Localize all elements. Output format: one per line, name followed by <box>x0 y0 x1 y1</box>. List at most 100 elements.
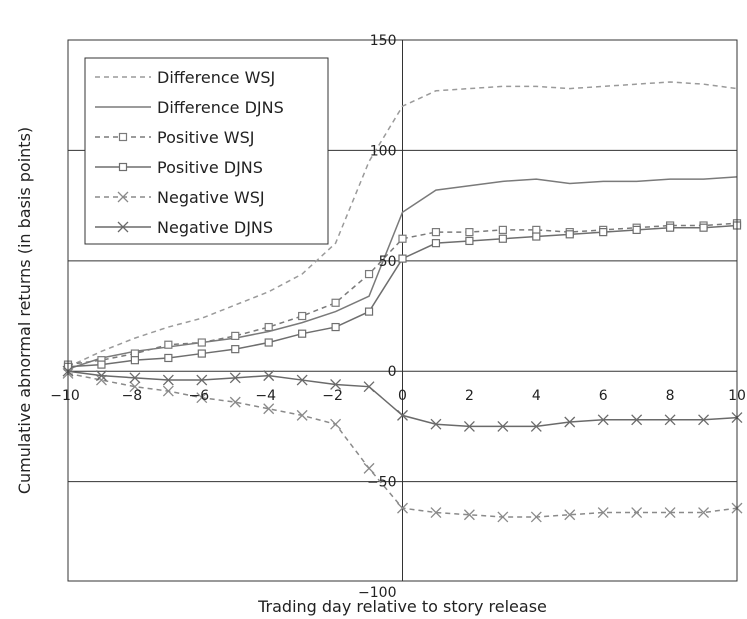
y-tick-label: 100 <box>370 143 397 159</box>
data-point <box>363 381 375 393</box>
x-tick-label: −2 <box>322 388 343 404</box>
data-point <box>565 230 574 239</box>
data-point <box>398 254 407 263</box>
data-point <box>364 269 374 279</box>
data-point <box>497 420 509 432</box>
data-point <box>162 374 174 386</box>
data-point <box>498 225 507 235</box>
y-tick-label: 0 <box>388 364 397 380</box>
data-point <box>664 507 676 519</box>
data-point <box>196 374 208 386</box>
data-point <box>130 349 139 358</box>
y-tick-label: 150 <box>370 33 397 49</box>
data-point <box>296 409 308 421</box>
x-tick-labels: −10 −8 −6 −4 −2 0 2 4 6 8 10 <box>50 388 746 404</box>
data-point <box>97 360 106 369</box>
data-point <box>564 509 576 521</box>
data-point <box>665 223 675 232</box>
y-axis-label: Cumulative abnormal returns (in basis po… <box>15 127 34 494</box>
y-tick-labels: −100 −50 0 50 100 150 <box>358 33 396 601</box>
data-point <box>597 414 609 426</box>
data-point <box>597 507 609 519</box>
data-point <box>229 372 241 384</box>
x-tick-label: 0 <box>398 388 407 404</box>
data-point <box>298 329 307 338</box>
legend-entry: Difference WSJ <box>95 68 275 87</box>
x-tick-label: 10 <box>728 388 746 404</box>
legend-label: Positive DJNS <box>157 158 263 177</box>
legend-entry: Positive DJNS <box>95 158 263 177</box>
legend-entry: Negative DJNS <box>95 218 273 237</box>
series-difference-wsj <box>67 81 738 368</box>
legend-label: Difference WSJ <box>157 68 275 87</box>
data-point <box>129 381 141 393</box>
data-point <box>364 307 374 316</box>
data-point <box>264 338 273 347</box>
data-point <box>463 509 475 521</box>
data-point <box>129 372 141 384</box>
data-point <box>330 379 342 390</box>
y-tick-label: −50 <box>367 475 397 491</box>
data-point <box>229 396 241 408</box>
data-point <box>664 414 676 426</box>
y-tick-label: 50 <box>379 254 397 270</box>
data-point <box>530 511 542 523</box>
data-point <box>397 502 408 514</box>
x-tick-label: 2 <box>465 388 474 404</box>
legend-marker <box>117 191 129 203</box>
data-point <box>465 228 474 237</box>
series-difference-djns <box>67 176 738 370</box>
data-point <box>296 374 308 386</box>
x-tick-label: −8 <box>122 388 143 404</box>
data-point <box>197 338 206 347</box>
data-point <box>397 409 408 421</box>
x-tick-label: −6 <box>188 388 209 404</box>
data-point <box>431 228 441 237</box>
series-line <box>67 81 738 368</box>
legend-entry: Positive WSJ <box>95 128 254 147</box>
data-point <box>95 370 107 382</box>
data-point <box>698 414 710 426</box>
legend-entry: Negative WSJ <box>95 188 265 207</box>
data-point <box>130 356 139 365</box>
data-point <box>599 228 608 237</box>
x-axis-label: Trading day relative to story release <box>257 597 547 616</box>
legend-marker <box>118 132 128 142</box>
data-point <box>632 225 641 235</box>
data-point <box>196 392 208 404</box>
data-point <box>264 322 273 332</box>
data-point <box>164 340 173 349</box>
data-point <box>398 234 407 243</box>
x-tick-label: −10 <box>50 388 80 404</box>
data-point <box>631 414 643 426</box>
legend-marker <box>118 162 128 172</box>
x-tick-label: −4 <box>255 388 276 404</box>
data-point <box>430 507 442 519</box>
data-point <box>497 511 509 523</box>
data-point <box>263 403 275 415</box>
legend: Difference WSJ Difference DJNS Positive WS… <box>84 57 329 245</box>
data-point <box>363 462 375 474</box>
data-point <box>164 353 173 363</box>
data-point <box>431 239 441 248</box>
data-point <box>530 420 542 432</box>
data-point <box>162 385 174 397</box>
plot-frame <box>67 39 738 582</box>
data-point <box>564 416 576 428</box>
data-point <box>631 507 643 519</box>
data-point <box>498 234 507 243</box>
data-point <box>463 420 475 432</box>
legend-label: Negative WSJ <box>157 188 265 207</box>
legend-label: Difference DJNS <box>157 98 284 117</box>
data-point <box>298 311 307 321</box>
legend-label: Positive WSJ <box>157 128 254 147</box>
x-tick-label: 4 <box>532 388 541 404</box>
legend-entry: Difference DJNS <box>95 98 284 117</box>
legend-box <box>84 57 329 245</box>
y-tick-label: −100 <box>358 585 396 601</box>
series-positive-djns <box>63 221 742 371</box>
data-point <box>532 225 541 235</box>
data-point <box>263 370 275 382</box>
x-tick-label: 6 <box>599 388 608 404</box>
